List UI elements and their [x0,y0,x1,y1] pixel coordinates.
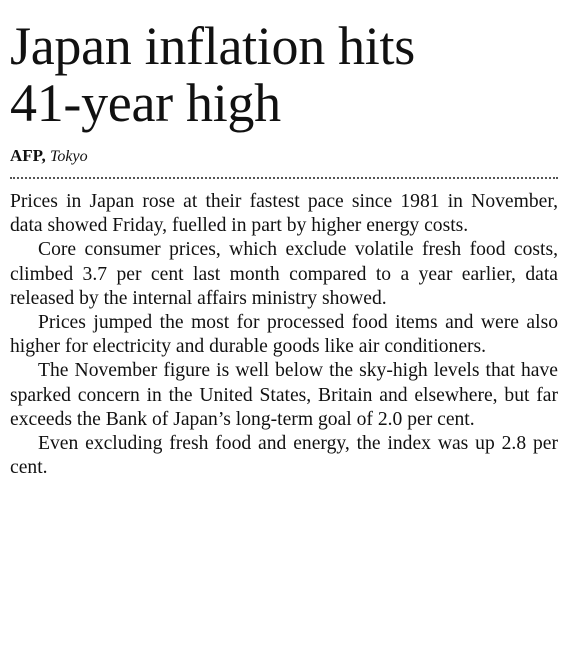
paragraph: Even excluding fresh food and energy, th… [10,433,558,479]
article-body: Prices in Japan rose at their fastest pa… [10,190,558,480]
paragraph: Prices in Japan rose at their fastest pa… [10,191,558,237]
headline-line: 41-year high [10,73,281,133]
paragraph: Core consumer prices, which exclude vola… [10,239,558,309]
byline: AFP, Tokyo [10,146,558,167]
byline-agency: AFP, [10,146,46,165]
paragraph: Prices jumped the most for processed foo… [10,312,558,358]
headline: Japan inflation hits 41-year high [10,0,558,132]
paragraph: The November figure is well below the sk… [10,360,558,430]
headline-line: Japan inflation hits [10,16,415,76]
byline-place: Tokyo [50,148,88,165]
dotted-divider [10,177,558,179]
news-article: Japan inflation hits 41-year high AFP, T… [10,0,558,480]
